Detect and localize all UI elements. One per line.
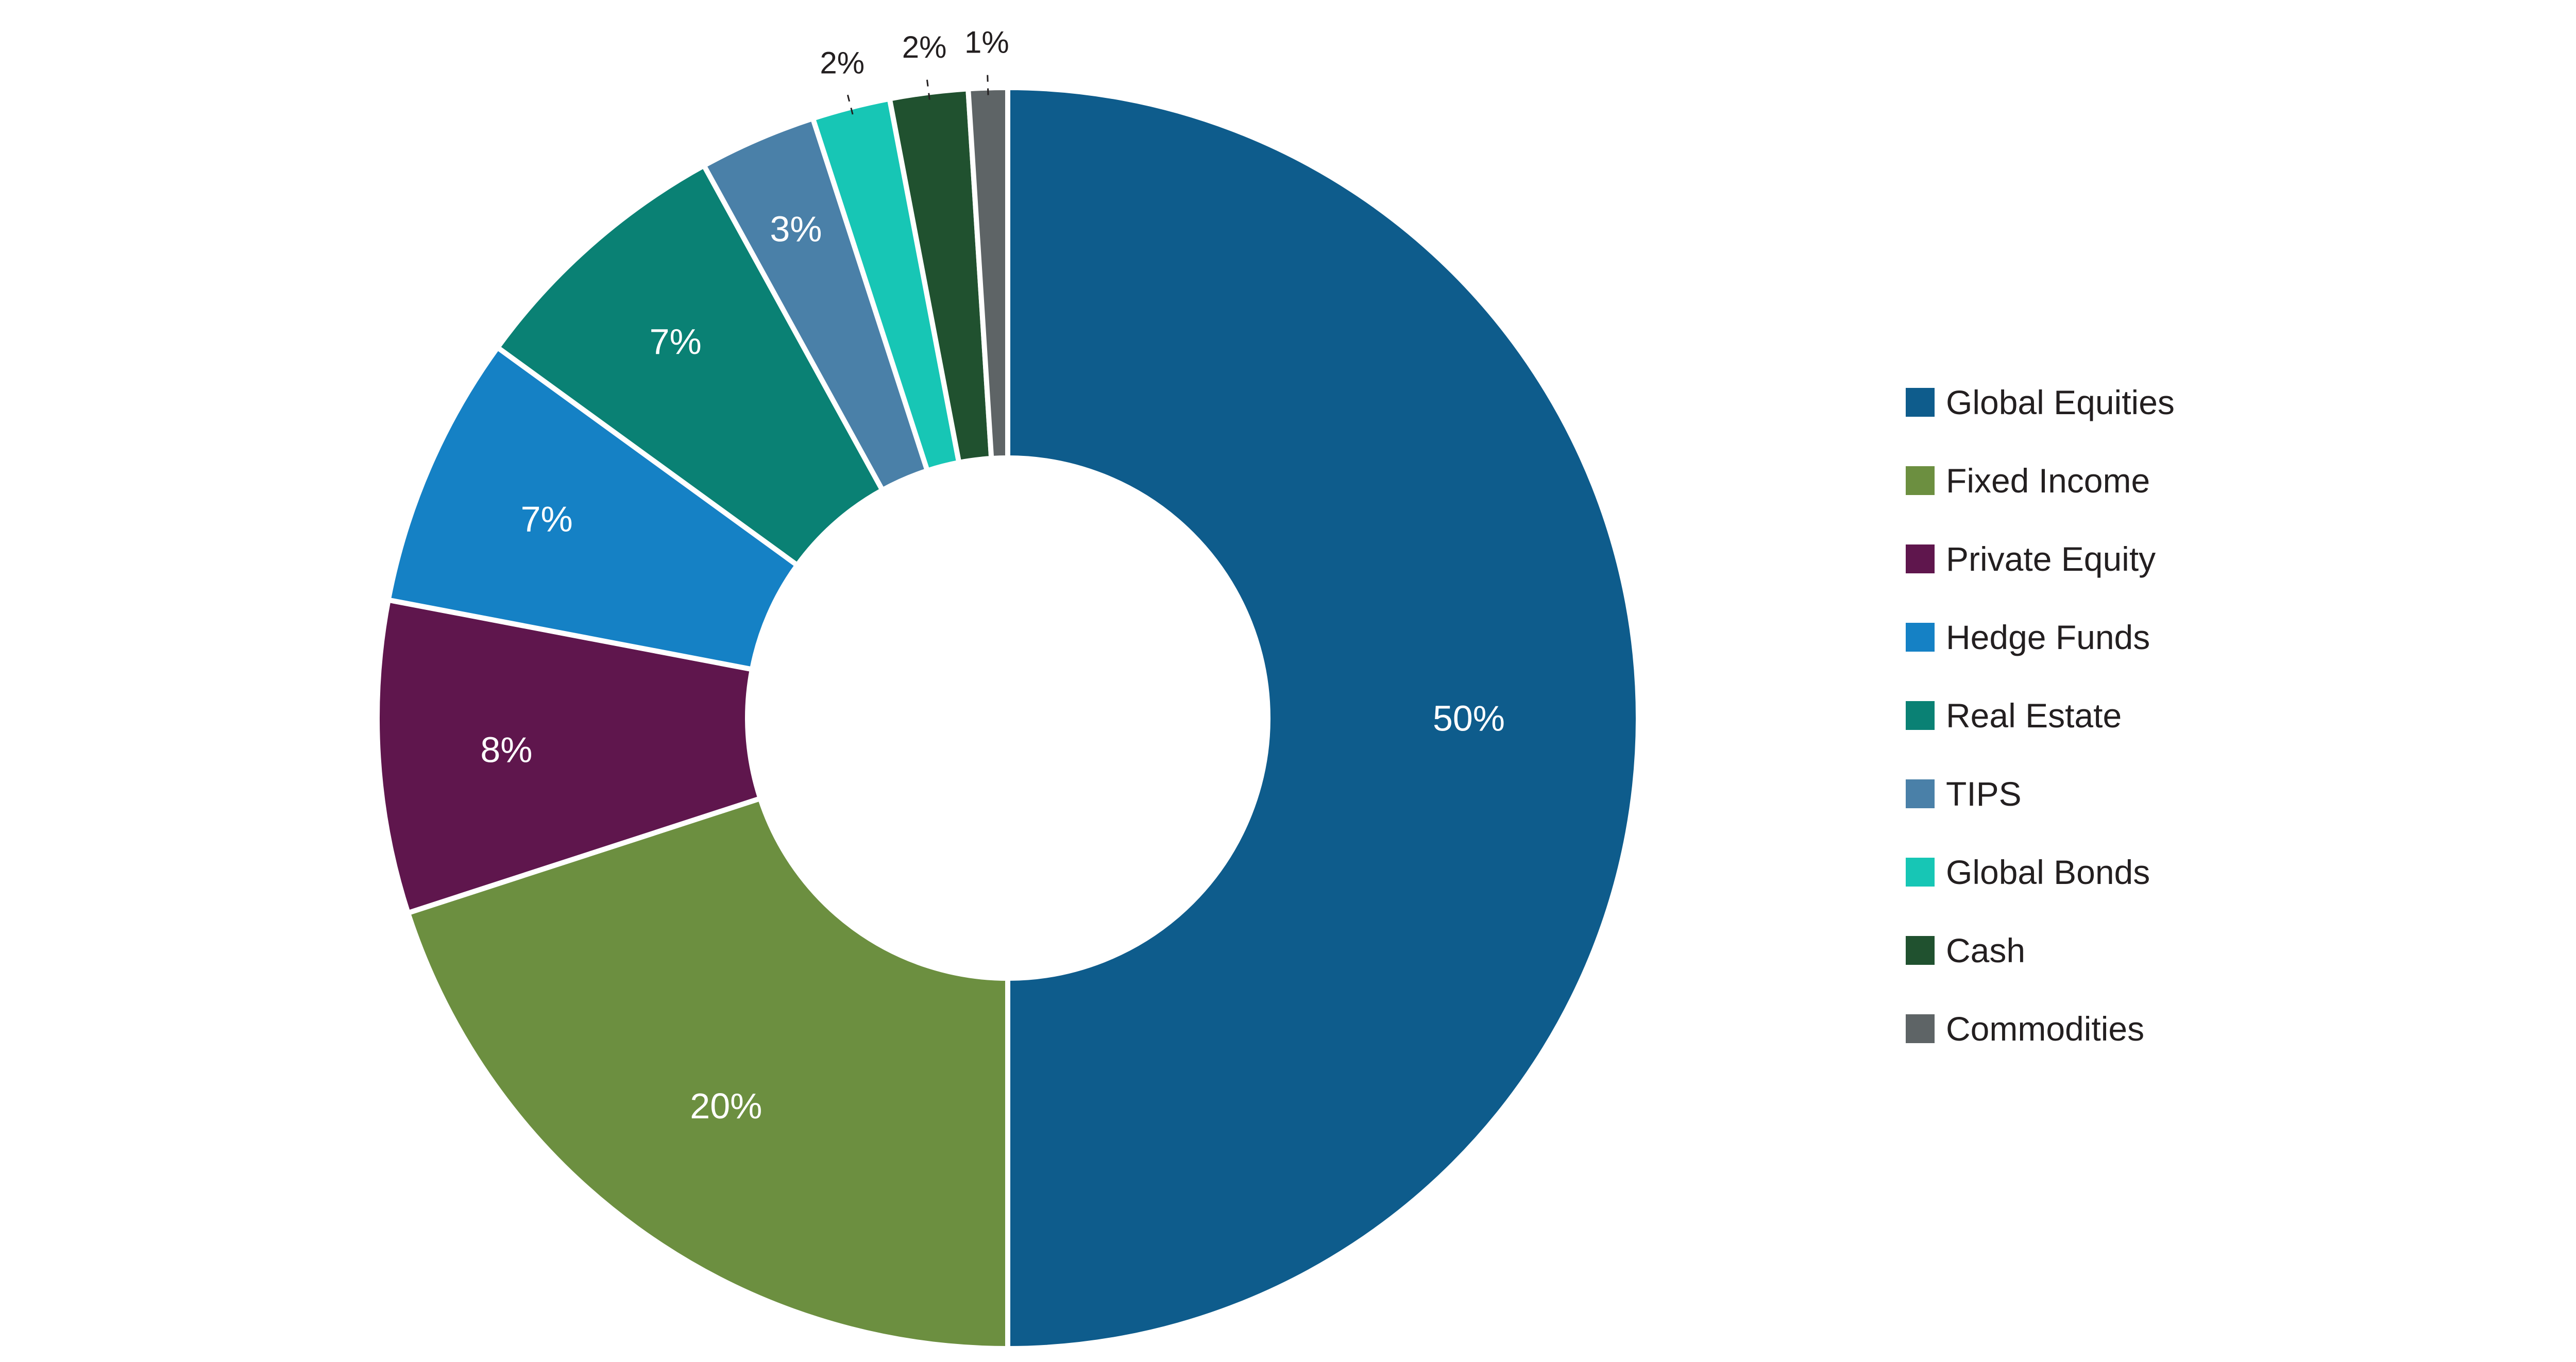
legend-item-hedge-funds: Hedge Funds	[1906, 618, 2175, 656]
legend-label-hedge-funds: Hedge Funds	[1946, 618, 2150, 656]
legend-item-fixed-income: Fixed Income	[1906, 462, 2175, 500]
slice-label-global-bonds: 2%	[820, 46, 865, 80]
slice-label-real-estate: 7%	[650, 321, 702, 362]
slice-label-tips: 3%	[770, 209, 822, 249]
legend-item-private-equity: Private Equity	[1906, 540, 2175, 578]
slice-label-hedge-funds: 7%	[521, 499, 573, 539]
slice-hedge-funds	[385, 345, 800, 672]
slice-label-global-equities: 50%	[1433, 699, 1505, 739]
legend-item-global-bonds: Global Bonds	[1906, 853, 2175, 891]
legend-item-commodities: Commodities	[1906, 1010, 2175, 1048]
slice-label-cash: 2%	[902, 30, 947, 64]
legend-swatch-global-equities	[1906, 388, 1935, 417]
legend-label-tips: TIPS	[1946, 775, 2022, 813]
legend-item-cash: Cash	[1906, 931, 2175, 969]
legend-swatch-global-bonds	[1906, 858, 1935, 887]
legend-swatch-tips	[1906, 779, 1935, 808]
legend-item-real-estate: Real Estate	[1906, 696, 2175, 735]
slice-label-fixed-income: 20%	[690, 1086, 762, 1126]
leader-line-cash	[925, 73, 930, 100]
legend-label-fixed-income: Fixed Income	[1946, 462, 2150, 500]
legend-item-global-equities: Global Equities	[1906, 383, 2175, 421]
legend-label-real-estate: Real Estate	[1946, 696, 2122, 735]
slice-private-equity	[375, 597, 763, 916]
legend-label-commodities: Commodities	[1946, 1010, 2145, 1048]
slice-label-private-equity: 8%	[480, 730, 532, 770]
legend-item-tips: TIPS	[1906, 775, 2175, 813]
legend-label-global-equities: Global Equities	[1946, 383, 2175, 421]
slice-real-estate	[495, 163, 885, 568]
legend-swatch-cash	[1906, 936, 1935, 965]
slice-label-commodities: 1%	[964, 25, 1009, 60]
legend-label-global-bonds: Global Bonds	[1946, 853, 2150, 891]
legend-swatch-real-estate	[1906, 701, 1935, 730]
slice-fixed-income	[405, 796, 1010, 1351]
slice-global-equities	[1005, 85, 1641, 1351]
legend-swatch-commodities	[1906, 1014, 1935, 1043]
leader-line-global-bonds	[845, 88, 854, 115]
legend-swatch-private-equity	[1906, 544, 1935, 573]
legend-swatch-hedge-funds	[1906, 623, 1935, 652]
legend-swatch-fixed-income	[1906, 466, 1935, 495]
legend: Global Equities Fixed Income Private Equit…	[1906, 383, 2175, 1048]
leader-line-commodities	[986, 68, 989, 95]
legend-label-cash: Cash	[1946, 931, 2026, 969]
slice-commodities	[965, 85, 1010, 461]
legend-label-private-equity: Private Equity	[1946, 540, 2156, 578]
